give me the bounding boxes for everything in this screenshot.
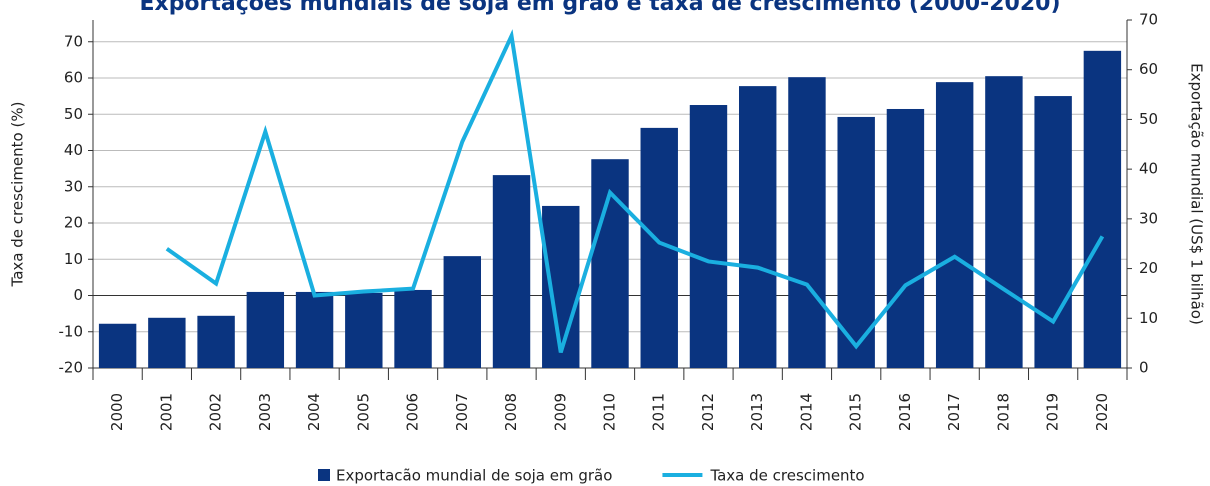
- y-tick-label: 30: [64, 177, 83, 195]
- x-tick-label: 2016: [896, 393, 914, 431]
- bar: [1083, 50, 1122, 369]
- y2-tick-label: 30: [1139, 209, 1158, 227]
- line: [165, 29, 1105, 354]
- bar: [394, 289, 432, 368]
- bar: [197, 315, 235, 368]
- x-tick-label: 2005: [354, 393, 372, 431]
- x-tick-label: 2013: [748, 393, 766, 431]
- y-tick-label: 60: [64, 69, 83, 87]
- y-tick-label: 70: [64, 32, 83, 50]
- bar: [837, 116, 875, 368]
- x-tick-label: 2002: [207, 393, 225, 431]
- x-tick-label: 2009: [551, 393, 569, 431]
- bar: [1034, 96, 1072, 368]
- x-tick-label: 2012: [699, 393, 717, 431]
- bar: [985, 76, 1023, 369]
- legend-swatch: [318, 469, 330, 481]
- legend-label: Taxa de crescimento: [709, 467, 864, 485]
- bar: [739, 86, 777, 369]
- x-tick-label: 2007: [453, 393, 471, 431]
- y-tick-label: 50: [64, 105, 83, 123]
- x-tick-label: 2011: [650, 393, 668, 431]
- y2-tick-label: 60: [1139, 60, 1158, 78]
- y2-tick-label: 50: [1139, 110, 1158, 128]
- y-axis-label: Taxa de crescimento (%): [9, 102, 27, 288]
- y-tick-label: 0: [73, 286, 83, 304]
- y2-tick-label: 0: [1139, 359, 1149, 377]
- x-tick-label: 2019: [1044, 393, 1062, 431]
- bar: [886, 108, 925, 368]
- x-tick-label: 2015: [847, 393, 865, 431]
- bar: [788, 77, 826, 369]
- x-tick-label: 2020: [1093, 393, 1111, 431]
- y2-axis-label: Exportação mundial (US$ 1 bilhão): [1188, 63, 1206, 325]
- bar: [345, 292, 383, 368]
- x-tick-label: 2017: [945, 393, 963, 431]
- bar: [935, 82, 974, 369]
- x-tick-label: 2006: [404, 393, 422, 431]
- x-tick-label: 2003: [256, 393, 274, 431]
- x-tick-label: 2014: [797, 393, 815, 431]
- x-tick-label: 2004: [305, 393, 323, 431]
- legend-label: Exportacão mundial de soja em grão: [336, 467, 612, 485]
- x-tick-label: 2010: [601, 393, 619, 431]
- y-tick-label: 10: [64, 250, 83, 268]
- bar: [492, 175, 531, 368]
- y2-tick-label: 10: [1139, 309, 1158, 327]
- y2-tick-label: 40: [1139, 160, 1158, 178]
- bar: [98, 323, 137, 368]
- x-tick-label: 2018: [994, 393, 1012, 431]
- chart-title: Exportações mundiais de soja em grão e t…: [139, 0, 1060, 16]
- bar: [246, 291, 285, 368]
- y-tick-label: 40: [64, 141, 83, 159]
- y-tick-label: -20: [59, 359, 84, 377]
- y-tick-label: -10: [59, 322, 84, 340]
- y-tick-label: 20: [64, 214, 83, 232]
- x-tick-label: 2008: [502, 393, 520, 431]
- bar: [295, 291, 334, 368]
- bar: [443, 256, 481, 368]
- bar: [148, 317, 186, 368]
- x-tick-label: 2000: [108, 393, 126, 431]
- x-tick-label: 2001: [157, 393, 175, 431]
- y2-tick-label: 70: [1139, 11, 1158, 29]
- y2-tick-label: 20: [1139, 259, 1158, 277]
- bar: [689, 105, 728, 369]
